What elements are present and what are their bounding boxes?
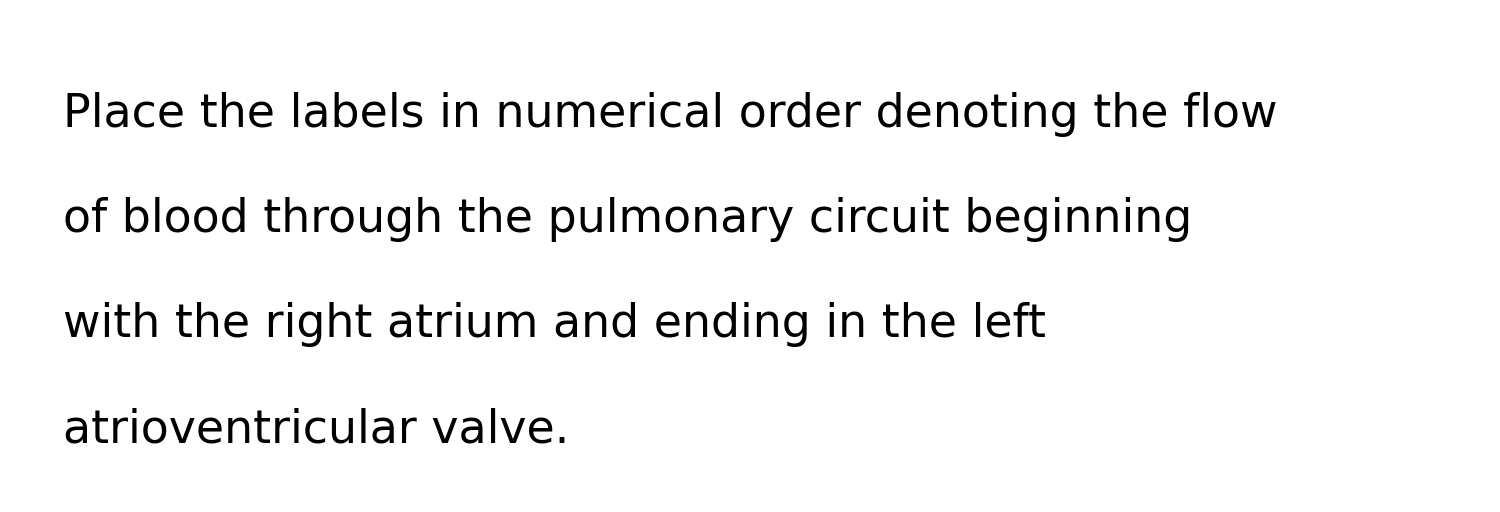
Text: with the right atrium and ending in the left: with the right atrium and ending in the … bbox=[63, 302, 1046, 347]
Text: atrioventricular valve.: atrioventricular valve. bbox=[63, 407, 570, 452]
Text: of blood through the pulmonary circuit beginning: of blood through the pulmonary circuit b… bbox=[63, 197, 1192, 242]
Text: Place the labels in numerical order denoting the flow: Place the labels in numerical order deno… bbox=[63, 92, 1278, 137]
